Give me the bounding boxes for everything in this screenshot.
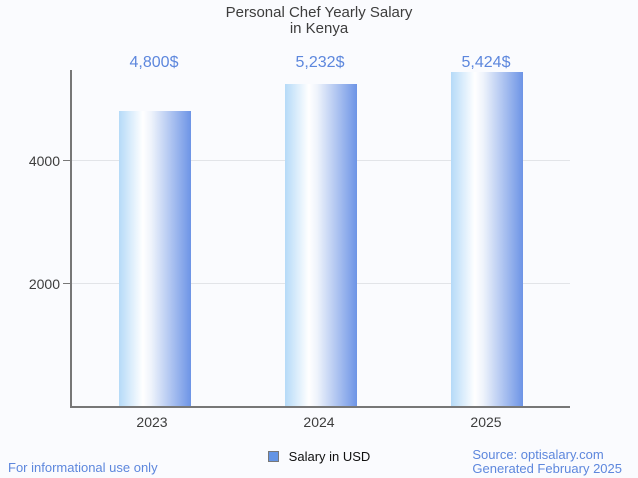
legend-swatch-icon bbox=[267, 451, 279, 462]
x-axis-label-2024: 2024 bbox=[303, 414, 335, 430]
y-axis-label-2000: 2000 bbox=[28, 276, 60, 292]
y-axis-tick-2000 bbox=[63, 283, 70, 284]
chart-title-line1: Personal Chef Yearly Salary bbox=[225, 4, 413, 21]
plot-area: 4000 2000 bbox=[29, 70, 570, 408]
chart-title-line2: in Kenya bbox=[289, 20, 349, 37]
bar-value-label-2024: 5,232$ bbox=[295, 54, 345, 71]
y-axis-tick-4000 bbox=[63, 160, 70, 161]
bar-2024 bbox=[285, 84, 357, 406]
source-link[interactable]: Source: optisalary.com bbox=[472, 447, 604, 462]
disclaimer-text: For informational use only bbox=[8, 460, 158, 475]
bar-2023 bbox=[119, 111, 191, 406]
bar-value-label-2025: 5,424$ bbox=[461, 54, 511, 71]
generated-date: Generated February 2025 bbox=[472, 461, 622, 476]
bar-2025 bbox=[451, 72, 523, 406]
legend-label: Salary in USD bbox=[288, 449, 371, 464]
bar-value-label-2023: 4,800$ bbox=[129, 54, 179, 71]
x-axis-label-2023: 2023 bbox=[136, 414, 168, 430]
source-attribution: Source: optisalary.com Generated Februar… bbox=[472, 448, 622, 476]
x-axis-label-2025: 2025 bbox=[470, 414, 502, 430]
legend: Salary in USD bbox=[0, 449, 638, 464]
y-axis-label-4000: 4000 bbox=[28, 153, 60, 169]
chart-title: Personal Chef Yearly Salary in Kenya bbox=[0, 5, 638, 37]
